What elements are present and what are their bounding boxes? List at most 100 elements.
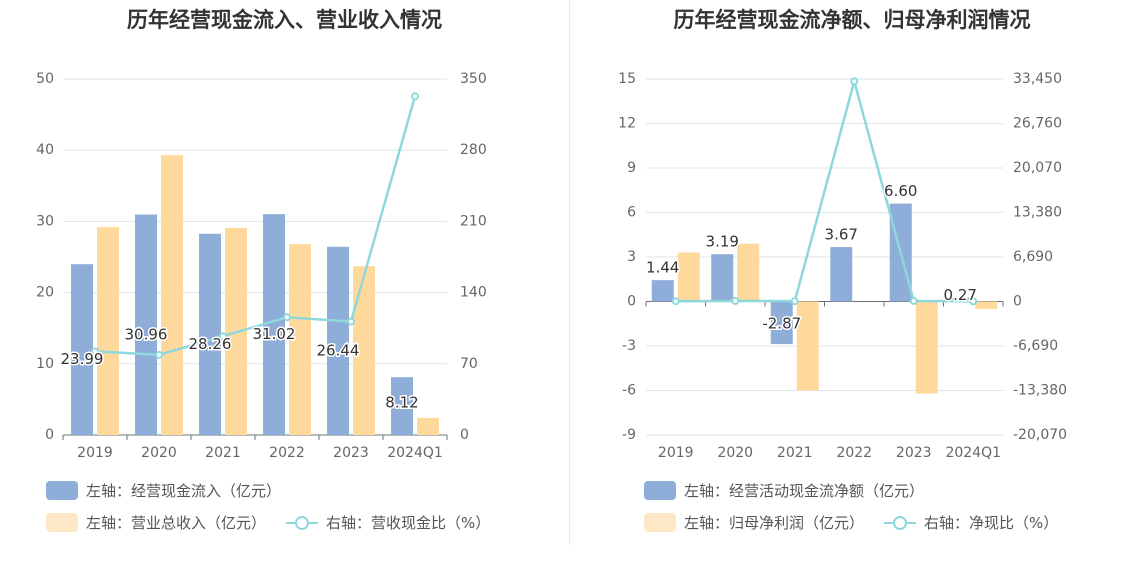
y-tick-label-right: 0	[1013, 294, 1022, 310]
bar-series-1	[263, 214, 285, 435]
y-tick-label-left: -3	[622, 338, 636, 354]
y-tick-label-left: 10	[36, 356, 54, 372]
y-tick-label-right: 70	[460, 356, 478, 372]
bar-series-1	[949, 297, 972, 302]
data-label: 26.44	[317, 341, 360, 359]
bar-series-2	[353, 266, 375, 435]
legend-swatch-line	[884, 513, 917, 532]
y-tick-label-right: 33,450	[1013, 71, 1062, 87]
chart-2-legend-row-2: 左轴：归母净利润（亿元） 右轴：净现比（%）	[644, 512, 1078, 533]
x-tick-label: 2019	[658, 445, 694, 461]
chart-2-title: 历年经营现金流净额、归母净利润情况	[673, 8, 1031, 32]
y-tick-label-left: 6	[627, 205, 636, 221]
legend-swatch-line	[286, 513, 319, 532]
bar-series-2	[975, 301, 998, 309]
bar-series-2	[161, 155, 183, 435]
y-tick-label-left: 50	[36, 71, 54, 87]
legend-label: 左轴：归母净利润（亿元）	[684, 514, 865, 532]
x-tick-label: 2020	[141, 445, 177, 461]
legend-item-cash-ratio[interactable]: 右轴：营收现金比（%）	[286, 512, 490, 533]
line-point	[790, 297, 799, 306]
chart-1-title: 历年经营现金流入、营业收入情况	[127, 8, 442, 32]
y-tick-label-right: -6,690	[1013, 338, 1058, 354]
legend-swatch-yellow	[644, 513, 676, 532]
data-label: 23.99	[61, 350, 104, 368]
y-tick-label-left: 30	[36, 213, 54, 229]
y-tick-label-right: 210	[460, 213, 487, 229]
x-tick-label: 2023	[896, 445, 932, 461]
legend-label: 左轴：经营活动现金流净额（亿元）	[684, 482, 925, 500]
line-point	[347, 317, 355, 326]
y-tick-label-left: 0	[45, 427, 54, 443]
line-point	[969, 297, 978, 306]
data-label: 28.26	[189, 335, 232, 353]
line-series	[675, 76, 974, 303]
x-tick-label: 2024Q1	[945, 445, 1001, 461]
bar-series-2	[289, 244, 311, 435]
line-point	[731, 296, 740, 305]
line-point	[219, 332, 227, 341]
y-tick-label-left: -6	[622, 383, 636, 399]
line-series	[94, 95, 417, 357]
line-point	[909, 296, 918, 305]
y-tick-label-right: 140	[460, 285, 487, 301]
y-tick-label-left: -9	[622, 427, 636, 443]
line-point	[411, 92, 419, 101]
x-tick-label: 2021	[205, 445, 241, 461]
data-label: 31.02	[253, 325, 296, 343]
line-point	[671, 297, 680, 306]
bar-series-1	[135, 214, 157, 435]
bar-series-2	[737, 243, 760, 302]
legend-item-net-cash-ratio[interactable]: 右轴：净现比（%）	[884, 512, 1058, 533]
y-tick-label-right: 26,760	[1013, 116, 1062, 132]
bar-series-2	[677, 252, 700, 302]
data-label: 1.44	[646, 259, 679, 277]
x-tick-label: 2023	[333, 445, 369, 461]
y-tick-label-right: 20,070	[1013, 160, 1062, 176]
legend-item-net-cash-flow[interactable]: 左轴：经营活动现金流净额（亿元）	[644, 480, 924, 501]
legend-item-net-profit[interactable]: 左轴：归母净利润（亿元）	[644, 512, 864, 533]
legend-swatch-blue	[46, 481, 78, 500]
x-tick-label: 2021	[777, 445, 813, 461]
data-label: -2.87	[762, 315, 801, 333]
chart-2-legend-row-1: 左轴：经营活动现金流净额（亿元）	[644, 480, 944, 501]
y-tick-label-right: 280	[460, 142, 487, 158]
legend-label: 右轴：净现比（%）	[924, 514, 1059, 532]
y-tick-label-right: 6,690	[1013, 249, 1053, 265]
data-label: 0.27	[944, 286, 977, 304]
x-tick-label: 2022	[836, 445, 872, 461]
chart-1-legend-row-1: 左轴：经营现金流入（亿元）	[46, 480, 301, 501]
y-tick-label-right: 350	[460, 71, 487, 87]
y-tick-label-left: 12	[618, 116, 636, 132]
y-tick-label-left: 0	[627, 294, 636, 310]
legend-item-cash-inflow[interactable]: 左轴：经营现金流入（亿元）	[46, 480, 281, 501]
y-tick-label-right: -20,070	[1013, 427, 1067, 443]
y-tick-label-right: 0	[460, 427, 469, 443]
y-tick-label-right: -13,380	[1013, 383, 1067, 399]
bar-series-1	[830, 247, 853, 302]
bar-series-1	[391, 377, 413, 435]
y-tick-label-left: 40	[36, 142, 54, 158]
bar-series-1	[327, 246, 349, 435]
chart-1-legend-row-2: 左轴：营业总收入（亿元） 右轴：营收现金比（%）	[46, 512, 510, 533]
bar-series-1	[711, 254, 734, 302]
legend-label: 左轴：经营现金流入（亿元）	[86, 482, 282, 500]
bar-series-1	[199, 233, 221, 435]
bar-series-2	[417, 417, 439, 435]
x-tick-label: 2019	[77, 445, 113, 461]
bar-series-1	[770, 301, 793, 345]
chart-divider	[569, 0, 570, 545]
bar-series-2	[796, 301, 819, 391]
y-tick-label-left: 9	[627, 160, 636, 176]
legend-label: 右轴：营收现金比（%）	[326, 514, 491, 532]
y-tick-label-left: 15	[618, 71, 636, 87]
bar-series-1	[651, 280, 674, 302]
y-tick-label-right: 13,380	[1013, 205, 1062, 221]
data-label: 30.96	[125, 325, 168, 343]
x-tick-label: 2022	[269, 445, 305, 461]
data-label: 8.12	[385, 394, 418, 412]
bar-series-2	[97, 227, 119, 435]
legend-item-revenue[interactable]: 左轴：营业总收入（亿元）	[46, 512, 266, 533]
legend-swatch-blue	[644, 481, 676, 500]
